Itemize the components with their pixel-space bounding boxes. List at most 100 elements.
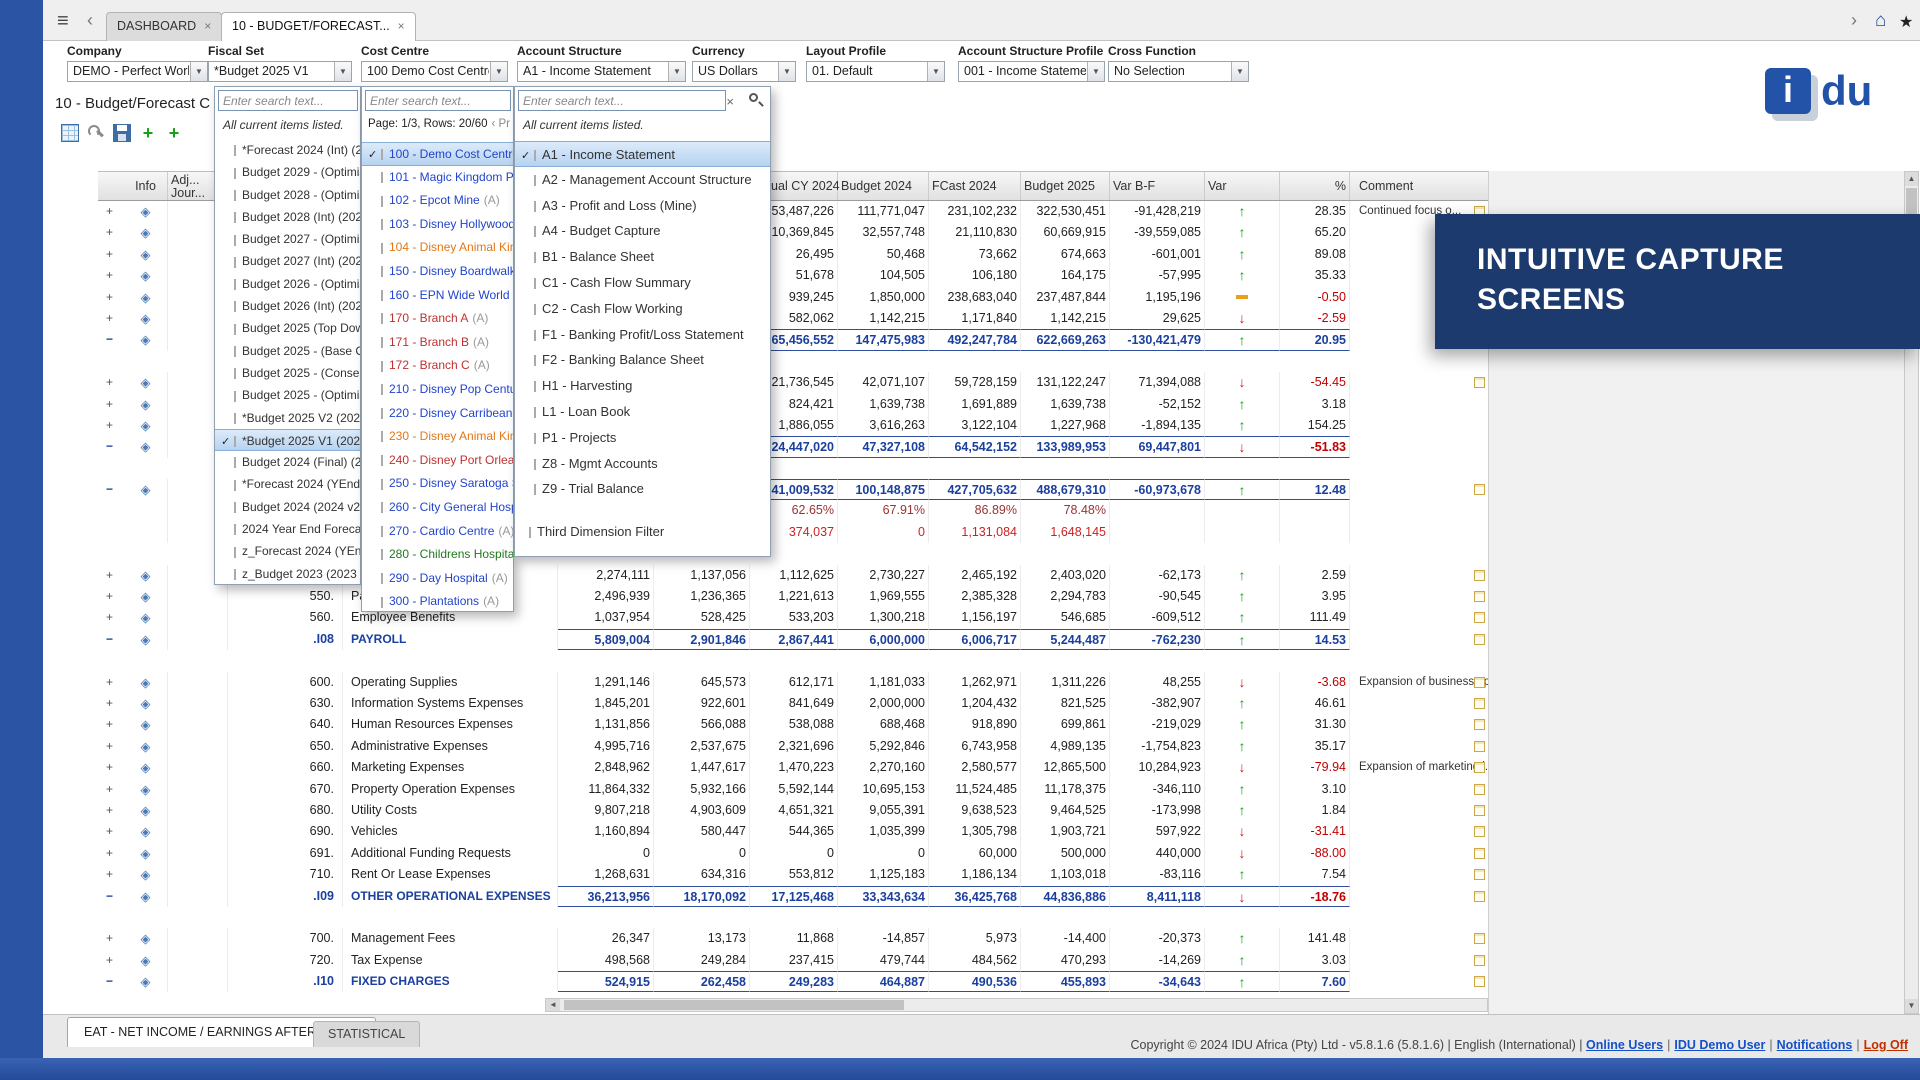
header-var-bf[interactable]: Var B-F (1110, 172, 1205, 200)
value-actual-cy-2024[interactable]: 553,812 (750, 864, 838, 886)
cost-centre-option[interactable]: 290 - Day Hospital (A) (362, 567, 513, 591)
row-expander[interactable]: + (106, 417, 114, 432)
chevron-right-icon[interactable]: › (1851, 10, 1857, 30)
star-icon[interactable]: ★ (1899, 14, 1914, 31)
row-expander[interactable]: + (106, 931, 114, 946)
header-fcast-2024[interactable]: FCast 2024 (929, 172, 1021, 200)
value-actual-cy-2024[interactable] (750, 650, 838, 671)
dropdown-option[interactable]: Budget 2025 - (Optimisti... (215, 384, 360, 406)
value-actual-cy-2024[interactable]: 582,062 (750, 307, 838, 330)
row-expander[interactable]: + (106, 952, 114, 967)
value-budget-2025[interactable] (1021, 650, 1110, 671)
info-cell[interactable]: ◈ (124, 671, 168, 693)
value-budget-2025[interactable]: 322,530,451 (1021, 201, 1110, 223)
clear-search-icon[interactable]: × (726, 94, 734, 109)
value-col1[interactable]: 1,160,894 (558, 821, 654, 843)
variance-percent[interactable]: 141.48 (1280, 928, 1350, 950)
dropdown-option[interactable]: *Forecast 2024 (YEnd) (2... (215, 473, 360, 495)
value-col1[interactable]: 1,037,954 (558, 607, 654, 629)
value-fcast-2024[interactable]: 36,425,768 (929, 885, 1021, 907)
variance-percent[interactable]: -79.94 (1280, 757, 1350, 779)
value-var-bf[interactable]: -57,995 (1110, 265, 1205, 287)
value-col2[interactable]: 262,458 (654, 971, 750, 993)
header-info[interactable]: Info (124, 172, 168, 200)
row-expander[interactable] (100, 650, 124, 671)
cost-centre-option[interactable]: 210 - Disney Pop Century ... (362, 378, 513, 402)
value-budget-2025[interactable]: 699,861 (1021, 714, 1110, 736)
value-fcast-2024[interactable]: 86.89% (929, 500, 1021, 522)
value-var-bf[interactable]: 8,411,118 (1110, 885, 1205, 907)
value-budget-2025[interactable]: -14,400 (1021, 928, 1110, 950)
variance-percent[interactable]: 7.60 (1280, 971, 1350, 993)
dropdown-option[interactable]: Z8 - Mgmt Accounts (515, 451, 770, 477)
value-fcast-2024[interactable]: 64,542,152 (929, 436, 1021, 458)
value-var-bf[interactable] (1110, 543, 1205, 564)
third-dimension-filter-item[interactable]: Third Dimension Filter (529, 524, 664, 539)
pagination-prev-button[interactable]: ‹ Pr (491, 118, 510, 130)
row-expander[interactable]: + (106, 717, 114, 732)
info-cell[interactable] (124, 650, 168, 671)
row-expander[interactable]: − (106, 631, 114, 646)
value-budget-2024[interactable]: 147,475,983 (838, 329, 929, 351)
variance-percent[interactable]: 31.30 (1280, 714, 1350, 736)
value-fcast-2024[interactable]: 5,973 (929, 928, 1021, 950)
variance-percent[interactable]: -3.68 (1280, 671, 1350, 693)
row-expander[interactable]: − (106, 439, 114, 454)
info-cell[interactable]: ◈ (124, 329, 168, 351)
info-cell[interactable]: ◈ (124, 949, 168, 972)
value-actual-cy-2024[interactable]: 824,421 (750, 393, 838, 415)
value-budget-2025[interactable]: 237,487,844 (1021, 286, 1110, 308)
value-budget-2025[interactable]: 164,175 (1021, 265, 1110, 287)
value-budget-2025[interactable] (1021, 351, 1110, 372)
value-var-bf[interactable]: -382,907 (1110, 692, 1205, 715)
chevron-left-icon[interactable]: ‹ (87, 10, 93, 30)
comment-icon[interactable] (1474, 762, 1485, 774)
value-actual-cy-2024[interactable]: 65,456,552 (750, 329, 838, 351)
comment-icon[interactable] (1474, 591, 1485, 603)
variance-percent[interactable]: -51.83 (1280, 436, 1350, 458)
value-actual-cy-2024[interactable]: 41,009,532 (750, 479, 838, 501)
footer-link[interactable]: Online Users (1585, 1038, 1664, 1052)
info-cell[interactable]: ◈ (124, 265, 168, 287)
value-var-bf[interactable]: -20,373 (1110, 928, 1205, 950)
variance-percent[interactable]: -31.41 (1280, 821, 1350, 843)
value-budget-2025[interactable]: 674,663 (1021, 243, 1110, 266)
value-col2[interactable]: 249,284 (654, 949, 750, 972)
add-row-icon[interactable]: + (168, 123, 180, 143)
comment-icon[interactable] (1474, 783, 1485, 795)
info-cell[interactable] (124, 458, 168, 479)
value-actual-cy-2024[interactable]: 24,447,020 (750, 436, 838, 458)
value-var-bf[interactable]: 69,447,801 (1110, 436, 1205, 458)
comment-cell[interactable] (1356, 543, 1488, 564)
info-cell[interactable]: ◈ (124, 928, 168, 950)
value-col2[interactable]: 0 (654, 842, 750, 865)
value-budget-2024[interactable]: 688,468 (838, 714, 929, 736)
value-budget-2025[interactable]: 131,122,247 (1021, 372, 1110, 394)
value-budget-2024[interactable]: 1,181,033 (838, 671, 929, 693)
dropdown-option[interactable]: Budget 2026 - (Optimisti... (215, 273, 360, 295)
value-actual-cy-2024[interactable]: 11,868 (750, 928, 838, 950)
horizontal-scrollbar-thumb[interactable] (564, 1000, 904, 1010)
value-fcast-2024[interactable]: 918,890 (929, 714, 1021, 736)
value-col1[interactable]: 9,807,218 (558, 799, 654, 822)
value-fcast-2024[interactable]: 1,131,084 (929, 521, 1021, 544)
value-actual-cy-2024[interactable]: 939,245 (750, 286, 838, 308)
cross-function-select[interactable]: No Selection ▼ (1108, 61, 1249, 82)
tab-statistical[interactable]: STATISTICAL (313, 1021, 421, 1047)
row-expander[interactable]: + (106, 760, 114, 775)
value-col1[interactable]: 0 (558, 842, 654, 865)
info-cell[interactable] (124, 500, 168, 522)
value-fcast-2024[interactable]: 3,122,104 (929, 414, 1021, 437)
value-var-bf[interactable]: -130,421,479 (1110, 329, 1205, 351)
value-actual-cy-2024[interactable]: 1,112,625 (750, 564, 838, 587)
variance-percent[interactable]: 154.25 (1280, 414, 1350, 437)
scroll-down-icon[interactable]: ▼ (1905, 999, 1918, 1013)
search-icon[interactable] (749, 93, 758, 102)
value-fcast-2024[interactable]: 60,000 (929, 842, 1021, 865)
value-budget-2024[interactable] (838, 351, 929, 372)
value-budget-2025[interactable]: 133,989,953 (1021, 436, 1110, 458)
value-fcast-2024[interactable]: 1,262,971 (929, 671, 1021, 693)
value-budget-2025[interactable]: 1,142,215 (1021, 307, 1110, 330)
comment-cell[interactable] (1356, 372, 1488, 393)
comment-cell[interactable] (1356, 714, 1488, 735)
